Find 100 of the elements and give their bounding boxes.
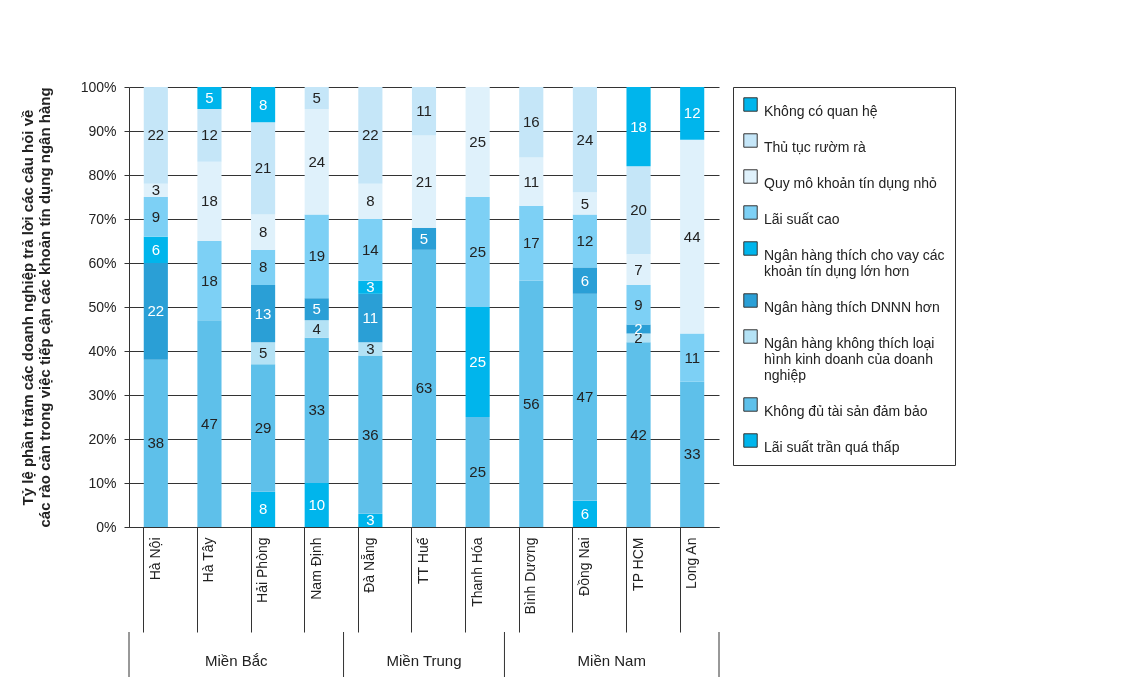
x-tick-label: TT Huế bbox=[415, 537, 431, 584]
bar bbox=[304, 214, 329, 299]
bar bbox=[572, 87, 597, 193]
x-tick-label: Hải Phòng bbox=[254, 537, 271, 603]
data-label: 18 bbox=[201, 192, 218, 210]
data-label: 22 bbox=[147, 302, 165, 320]
legend-label: Ngân hàng không thích loại hình kinh doanh của doanh nghiệp bbox=[764, 334, 935, 383]
bar bbox=[680, 87, 705, 140]
data-label: 14 bbox=[362, 240, 379, 258]
bar bbox=[197, 161, 222, 241]
data-label: 5 bbox=[419, 229, 429, 247]
bar bbox=[143, 359, 168, 527]
x-tick-label: Đà Nẵng bbox=[361, 537, 378, 593]
legend-label: Quy mô khoản tín dụng nhỏ bbox=[764, 174, 937, 191]
data-label: 13 bbox=[254, 304, 272, 322]
data-label: 8 bbox=[258, 500, 268, 518]
bar bbox=[572, 214, 597, 268]
bar bbox=[304, 87, 329, 109]
bar bbox=[251, 364, 276, 492]
bar bbox=[465, 87, 490, 197]
y-tick-label: 50% bbox=[88, 298, 117, 315]
data-label: 63 bbox=[415, 379, 433, 397]
legend-label: Thủ tục rườm rà bbox=[764, 138, 867, 155]
data-label: 8 bbox=[258, 258, 268, 276]
data-label: 5 bbox=[312, 300, 321, 318]
data-label: 3 bbox=[366, 511, 375, 529]
x-tick-label: TP HCM bbox=[629, 537, 646, 591]
x-tick-label: Nam Định bbox=[307, 537, 324, 600]
y-tick-label: 80% bbox=[88, 166, 117, 183]
data-label: 7 bbox=[634, 260, 643, 278]
y-tick-label: 10% bbox=[88, 474, 117, 491]
bar bbox=[197, 241, 222, 321]
bar bbox=[304, 109, 329, 215]
bar bbox=[519, 157, 544, 206]
data-label: 9 bbox=[151, 207, 160, 225]
bar bbox=[197, 320, 222, 527]
text: Miền Nam bbox=[577, 652, 646, 669]
data-label: 6 bbox=[580, 271, 590, 289]
x-tick-label: Hà Tây bbox=[200, 537, 217, 583]
x-tick-label: Hà Nội bbox=[146, 537, 163, 581]
data-label: 11 bbox=[362, 309, 379, 326]
bar bbox=[358, 293, 383, 343]
data-label: 12 bbox=[201, 126, 218, 144]
data-label: 3 bbox=[366, 278, 375, 296]
data-label: 5 bbox=[580, 194, 590, 212]
bar bbox=[680, 139, 705, 334]
bar bbox=[626, 285, 651, 325]
data-label: 42 bbox=[630, 425, 647, 443]
data-label: 21 bbox=[415, 172, 433, 190]
text: Miền Trung bbox=[386, 652, 462, 669]
bar bbox=[626, 342, 651, 527]
bar bbox=[411, 87, 437, 136]
bar bbox=[251, 214, 276, 250]
y-tick-label: 0% bbox=[96, 518, 117, 535]
bar bbox=[358, 355, 383, 514]
text: Miền Bắc bbox=[205, 652, 269, 669]
y-tick-label: 60% bbox=[88, 254, 117, 271]
data-label: 25 bbox=[469, 353, 486, 370]
bar bbox=[626, 254, 651, 285]
data-label: 4 bbox=[312, 320, 321, 337]
data-label: 8 bbox=[366, 192, 375, 210]
y-tick-label: 100% bbox=[80, 78, 117, 95]
bar bbox=[572, 293, 597, 501]
data-label: 17 bbox=[522, 234, 540, 252]
bar bbox=[143, 87, 168, 184]
legend-label: Không có quan hệ bbox=[764, 102, 878, 119]
data-label: 20 bbox=[630, 201, 647, 219]
y-tick-label: 20% bbox=[88, 430, 117, 447]
bar bbox=[197, 109, 222, 162]
bar bbox=[358, 183, 383, 219]
data-label: 18 bbox=[630, 117, 647, 135]
data-label: 22 bbox=[362, 126, 379, 144]
data-label: 5 bbox=[258, 344, 268, 362]
bar bbox=[519, 87, 544, 158]
data-label: 25 bbox=[469, 243, 486, 260]
bar bbox=[572, 267, 597, 294]
bar bbox=[519, 205, 544, 281]
data-label: 25 bbox=[469, 133, 486, 150]
data-label: 47 bbox=[201, 414, 218, 432]
data-label: 33 bbox=[308, 401, 326, 419]
data-label: 8 bbox=[258, 95, 268, 113]
data-label: 21 bbox=[254, 159, 272, 177]
data-label: 11 bbox=[416, 102, 432, 120]
data-label: 5 bbox=[205, 89, 214, 106]
legend-label: Ngân hàng thích cho vay các khoản tín dụng lớn hơn bbox=[764, 246, 945, 279]
bar bbox=[143, 263, 168, 360]
y-axis-title: Tỷ lệ phần trăm các doanh nghiệp trả lời các câu hỏi về các rào cản trong việc tiếp cận các khoản tín dụng ngân hàng bbox=[18, 87, 53, 528]
data-label: 29 bbox=[254, 419, 272, 436]
bar bbox=[251, 491, 276, 527]
data-label: 8 bbox=[258, 223, 268, 241]
bar bbox=[519, 280, 544, 527]
data-label: 24 bbox=[308, 152, 326, 170]
data-label: 12 bbox=[683, 104, 701, 122]
bar bbox=[251, 342, 276, 365]
data-label: 56 bbox=[522, 394, 540, 412]
x-tick-label: Thanh Hóa bbox=[468, 537, 485, 607]
data-label: 5 bbox=[312, 89, 321, 106]
bar bbox=[304, 298, 329, 321]
x-tick-label: Đồng Nai bbox=[575, 537, 592, 596]
bar bbox=[411, 249, 437, 527]
